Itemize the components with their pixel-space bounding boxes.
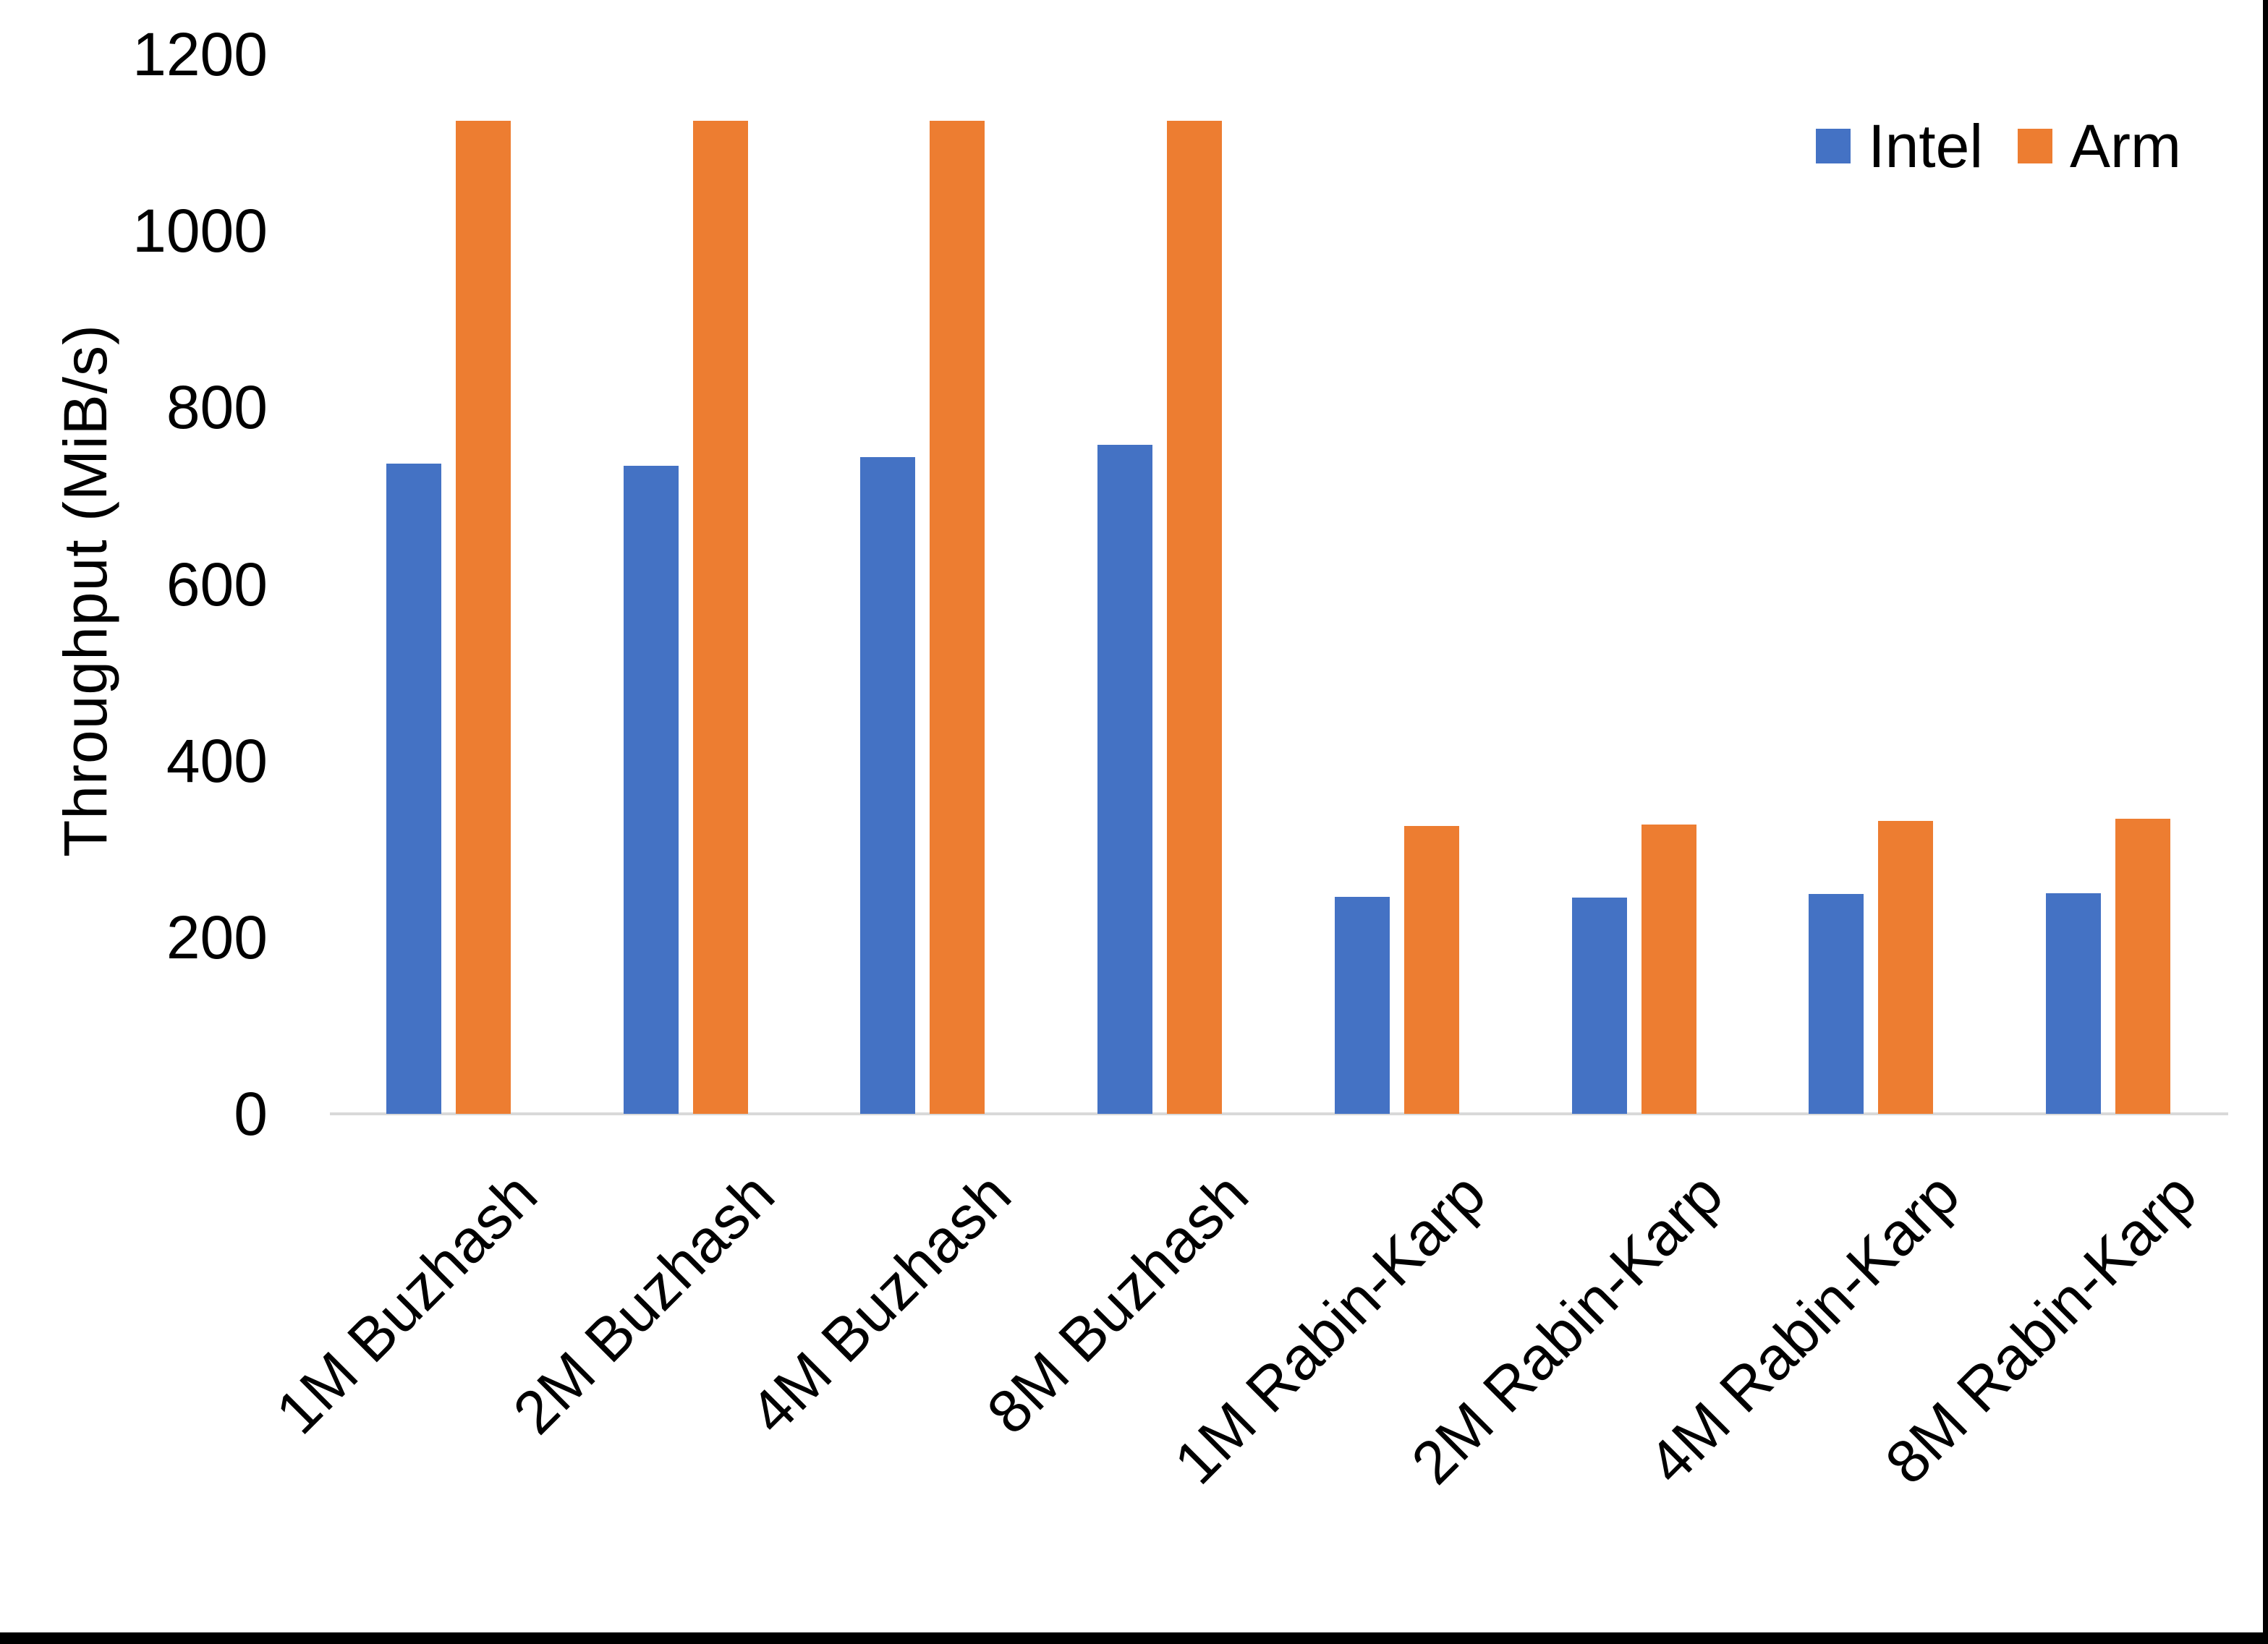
page-edge-bottom [0,1632,2268,1644]
bar-intel-1m-rabin-karp [1334,897,1390,1114]
y-tick-label-600: 600 [166,550,268,618]
y-tick-label-800: 800 [166,373,268,442]
plot-area [330,54,2227,1114]
category-group-1m-buzhash [330,54,567,1114]
bar-intel-2m-buzhash [623,466,679,1114]
bar-arm-8m-buzhash [1167,121,1223,1114]
bar-arm-2m-buzhash [692,121,748,1114]
category-group-4m-rabin-karp [1753,54,1990,1114]
bar-intel-1m-buzhash [386,464,441,1114]
bar-intel-2m-rabin-karp [1571,898,1627,1114]
legend-label-arm: Arm [2070,112,2181,180]
page-edge-right [2263,0,2268,1644]
bar-arm-4m-buzhash [930,121,985,1114]
legend-label-intel: Intel [1868,112,1984,180]
bar-arm-8m-rabin-karp [2115,819,2171,1114]
bar-intel-4m-buzhash [860,457,916,1114]
bar-arm-2m-rabin-karp [1641,825,1696,1114]
legend-swatch-intel-icon [1816,129,1851,163]
x-axis-line [330,1112,2228,1115]
legend-item-arm: Arm [2018,110,2181,182]
legend: Intel Arm [1816,110,2181,182]
bar-intel-4m-rabin-karp [1809,894,1864,1114]
y-tick-label-1200: 1200 [132,20,268,88]
category-group-2m-rabin-karp [1516,54,1753,1114]
y-tick-label-200: 200 [166,903,268,971]
category-group-8m-rabin-karp [1989,54,2227,1114]
bar-arm-1m-buzhash [455,121,511,1114]
legend-swatch-arm-icon [2018,129,2053,163]
legend-item-intel: Intel [1816,110,1983,182]
category-group-8m-buzhash [1041,54,1278,1114]
y-tick-label-1000: 1000 [132,197,268,265]
category-group-4m-buzhash [804,54,1042,1114]
bar-arm-1m-rabin-karp [1403,826,1459,1114]
category-group-1m-rabin-karp [1278,54,1516,1114]
category-group-2m-buzhash [567,54,804,1114]
y-tick-label-400: 400 [166,726,268,795]
y-tick-label-0: 0 [234,1080,268,1148]
bar-intel-8m-buzhash [1097,445,1153,1114]
bar-intel-8m-rabin-karp [2046,893,2102,1114]
bar-arm-4m-rabin-karp [1878,821,1934,1114]
